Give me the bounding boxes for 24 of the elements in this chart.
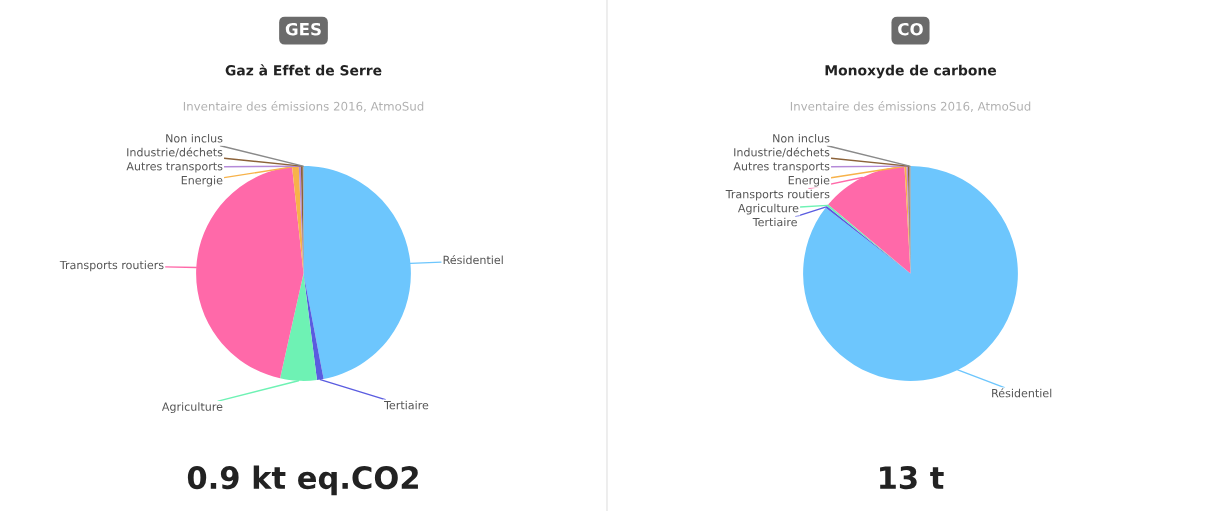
chart-title: Monoxyde de carbone bbox=[825, 64, 997, 79]
text: GES bbox=[285, 22, 321, 36]
slice-label: Résidentiel bbox=[992, 388, 1052, 398]
text: 0.9 kt eq.CO2 bbox=[187, 465, 418, 496]
slice-label: Autres transports bbox=[733, 162, 830, 173]
slice-label: Résidentiel bbox=[443, 255, 503, 265]
chart-subtitle: Inventaire des émissions 2016, AtmoSud bbox=[790, 101, 1031, 112]
slice-label: Energie bbox=[788, 175, 830, 187]
slice-label: Transports routiers bbox=[725, 189, 830, 201]
slice-label: Non inclus bbox=[773, 133, 830, 143]
slice-label: Tertiaire bbox=[752, 217, 797, 227]
slice-label: Industrie/déchets bbox=[734, 147, 830, 158]
slice-label: Transports routiers bbox=[59, 260, 164, 272]
slice-label: Agriculture bbox=[161, 402, 223, 413]
slice-label: Autres transports bbox=[126, 162, 223, 173]
slice-label: Energie bbox=[181, 175, 223, 187]
slice-label: Industrie/déchets bbox=[127, 147, 223, 158]
chart-subtitle: Inventaire des émissions 2016, AtmoSud bbox=[183, 101, 424, 112]
text: CO bbox=[898, 22, 923, 36]
chart-title: Gaz à Effet de Serre bbox=[225, 64, 382, 76]
slice-label: Non inclus bbox=[166, 133, 223, 143]
slice-label: Agriculture bbox=[737, 203, 799, 215]
slice-label: Tertiaire bbox=[384, 400, 429, 410]
text: 13 t bbox=[880, 466, 944, 490]
